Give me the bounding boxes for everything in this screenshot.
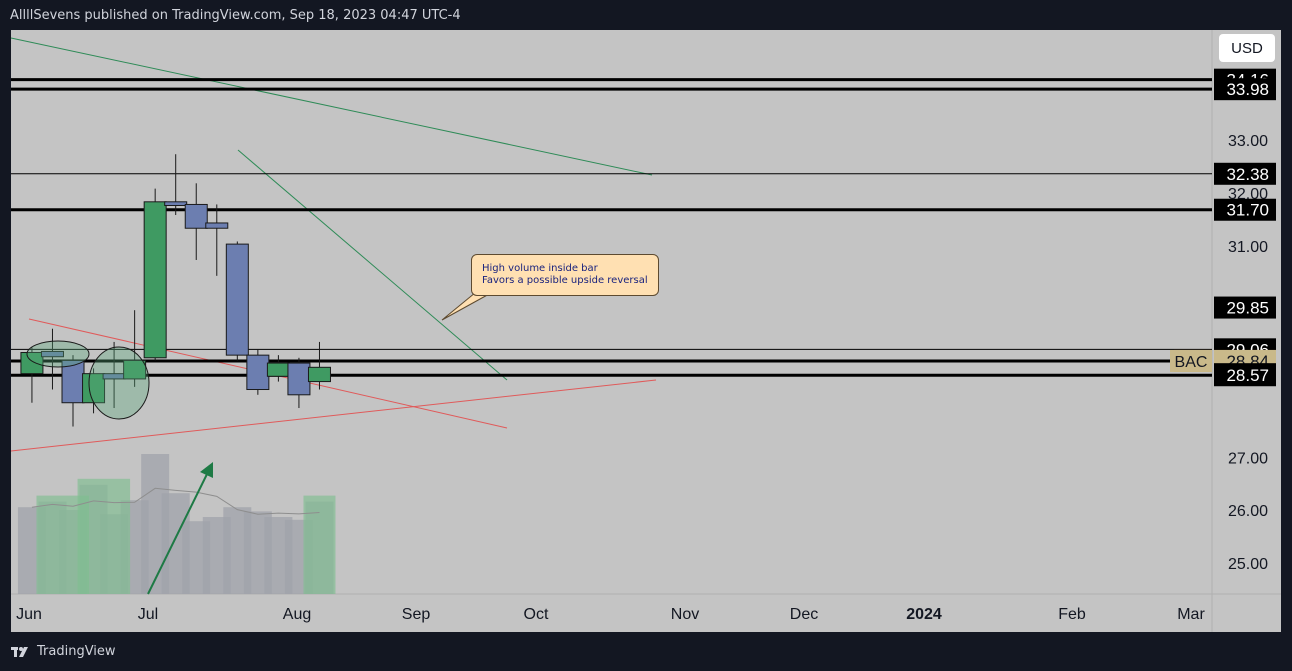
price-tag-box (1214, 78, 1276, 101)
highlight-ellipse-large (88, 346, 150, 420)
price-tag: 29.85 (1214, 296, 1276, 319)
tradingview-logo[interactable]: TradingView (11, 644, 116, 659)
candle-body (184, 203, 208, 229)
price-tag: 31.70 (1214, 198, 1276, 221)
x-tick-label: Dec (790, 606, 818, 623)
volume-moving-average (31, 487, 320, 515)
price-tag-label: BAC (1175, 354, 1208, 371)
tradingview-logo-icon (11, 646, 28, 657)
trendline-long-down (10, 37, 653, 176)
tradingview-brand: TradingView (37, 644, 116, 659)
price-tag-box (1214, 162, 1276, 185)
x-tick-label: Aug (283, 606, 311, 623)
price-tag-value: 29.85 (1226, 299, 1269, 318)
price-tag: 32.38 (1214, 162, 1276, 185)
top-bar: AllllSevens published on TradingView.com… (0, 0, 1292, 30)
candle-body (123, 359, 147, 380)
candle-body (40, 350, 64, 358)
price-tag-box (1214, 364, 1276, 387)
volume-arrow-head (200, 462, 213, 478)
y-tick-label: 26.00 (1228, 503, 1268, 520)
y-tick-label: 27.00 (1228, 450, 1268, 467)
price-tag-box (1214, 296, 1276, 319)
publisher-text: AllllSevens published on TradingView.com… (10, 8, 461, 23)
volume-highlight-box (303, 495, 336, 594)
x-tick-label: Jun (16, 606, 42, 623)
candle-body (246, 354, 270, 391)
annotation-line-1: High volume inside bar (482, 263, 598, 274)
candle-body (205, 222, 229, 229)
x-tick-label: Mar (1177, 606, 1205, 623)
candle-body (164, 201, 188, 207)
price-tag-value: 28.57 (1226, 366, 1269, 385)
y-tick-label: 25.00 (1228, 556, 1268, 573)
y-tick-label: 33.00 (1228, 133, 1268, 150)
plot-background (11, 30, 1212, 594)
time-axis-background (11, 594, 1281, 632)
x-tick-label: Oct (524, 606, 549, 623)
candle-body (287, 362, 311, 396)
candle-body (307, 366, 331, 383)
price-tag-value: 31.70 (1226, 201, 1269, 220)
highlight-ellipse-small (26, 340, 90, 368)
price-tag: 33.98 (1214, 78, 1276, 101)
currency-button[interactable]: USD (1219, 34, 1275, 62)
x-tick-label: Feb (1058, 606, 1086, 623)
candle-body (225, 243, 249, 356)
trendline-red-up (10, 379, 657, 452)
annotation-line-2: Favors a possible upside reversal (482, 275, 648, 286)
candle-body (143, 201, 167, 359)
y-tick-label: 31.00 (1228, 239, 1268, 256)
trendline-short-down (237, 149, 508, 381)
price-tag-value: 33.98 (1226, 80, 1269, 99)
x-tick-label: Nov (671, 606, 699, 623)
x-tick-label: 2024 (906, 606, 942, 623)
annotation-callout: High volume inside bar Favors a possible… (471, 254, 659, 296)
y-tick-label: 32.00 (1228, 186, 1268, 203)
volume-highlight-box (77, 478, 131, 594)
x-tick-label: Sep (402, 606, 431, 623)
price-tag: 28.57 (1214, 364, 1276, 387)
candle-body (266, 362, 290, 377)
price-tag-value: 32.38 (1226, 165, 1269, 184)
price-tag-label-box (1170, 349, 1212, 372)
candle-body (20, 352, 44, 375)
volume-arrow-line (147, 467, 211, 595)
bottom-bar (0, 634, 1292, 671)
x-tick-label: Jul (138, 606, 158, 623)
price-tag-box (1214, 198, 1276, 221)
